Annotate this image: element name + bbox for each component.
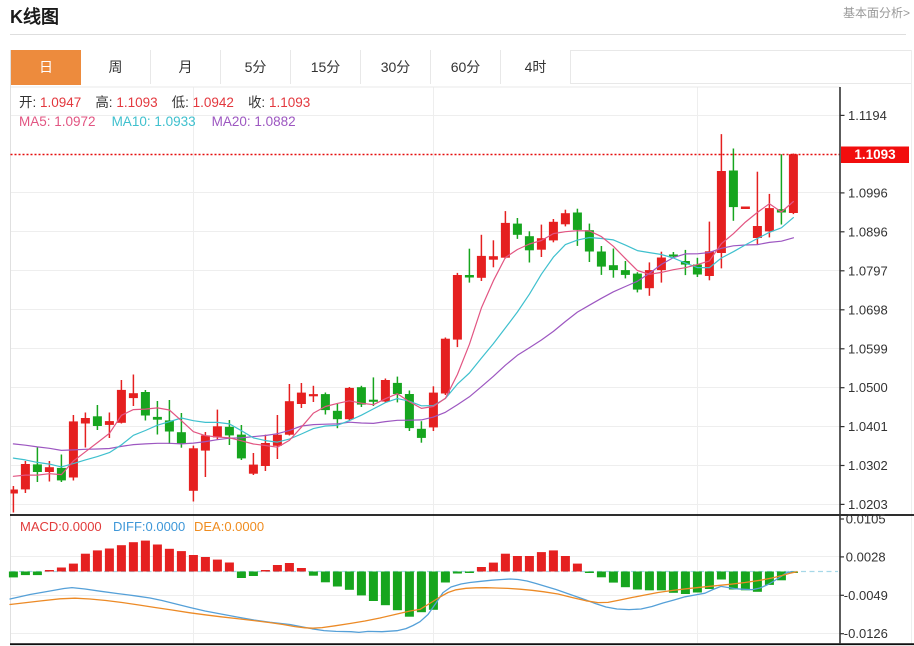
svg-text:-0.0126: -0.0126 (844, 626, 888, 641)
svg-text:1.0302: 1.0302 (848, 458, 888, 473)
svg-text:MACD:0.0000: MACD:0.0000 (20, 519, 102, 534)
svg-text:DEA:0.0000: DEA:0.0000 (194, 519, 264, 534)
svg-text:1.1093: 1.1093 (854, 147, 896, 162)
svg-text:0.0105: 0.0105 (846, 512, 886, 527)
svg-text:1.0896: 1.0896 (848, 224, 888, 239)
svg-text:1.0698: 1.0698 (848, 302, 888, 317)
svg-text:1.0500: 1.0500 (848, 380, 888, 395)
svg-text:DIFF:0.0000: DIFF:0.0000 (113, 519, 185, 534)
svg-text:1.0203: 1.0203 (848, 497, 888, 512)
svg-text:1.0599: 1.0599 (848, 341, 888, 356)
svg-text:-0.0049: -0.0049 (844, 588, 888, 603)
svg-text:1.0996: 1.0996 (848, 185, 888, 200)
svg-text:0.0028: 0.0028 (846, 549, 886, 564)
svg-text:1.1194: 1.1194 (848, 108, 887, 123)
svg-text:1.0401: 1.0401 (848, 419, 888, 434)
svg-text:1.0797: 1.0797 (848, 263, 888, 278)
